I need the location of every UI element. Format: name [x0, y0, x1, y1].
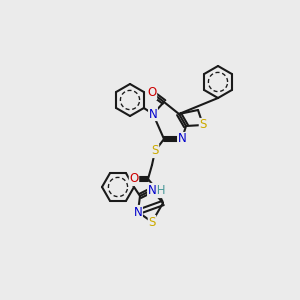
Text: NH: NH: [149, 184, 167, 197]
Text: O: O: [147, 86, 157, 100]
Text: N: N: [178, 133, 186, 146]
Text: O: O: [129, 172, 139, 185]
Text: N: N: [148, 107, 158, 121]
Text: S: S: [148, 215, 156, 229]
Text: S: S: [199, 118, 207, 131]
Text: N: N: [134, 206, 142, 218]
Text: N: N: [148, 184, 156, 196]
Text: S: S: [151, 145, 159, 158]
